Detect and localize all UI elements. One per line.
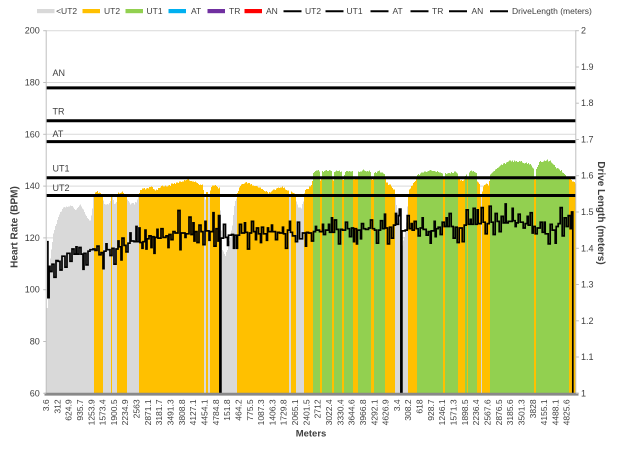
svg-text:4155.1: 4155.1 — [539, 399, 549, 425]
svg-text:1898.5: 1898.5 — [460, 399, 470, 425]
svg-text:1.7: 1.7 — [581, 135, 594, 145]
svg-text:1.8: 1.8 — [581, 98, 594, 108]
svg-text:140: 140 — [25, 181, 40, 191]
svg-text:312: 312 — [52, 399, 62, 413]
svg-text:4784.8: 4784.8 — [211, 399, 221, 425]
svg-text:3330.4: 3330.4 — [335, 399, 345, 425]
svg-text:4488.1: 4488.1 — [550, 399, 560, 425]
svg-text:80: 80 — [30, 337, 40, 347]
svg-text:AN: AN — [472, 6, 484, 16]
svg-text:160: 160 — [25, 129, 40, 139]
svg-text:DriveLength (meters): DriveLength (meters) — [512, 6, 592, 16]
svg-text:1246.1: 1246.1 — [437, 399, 447, 425]
svg-text:1.4: 1.4 — [581, 243, 594, 253]
svg-text:1729.8: 1729.8 — [279, 399, 289, 425]
svg-text:775.5: 775.5 — [245, 399, 255, 421]
svg-text:151.8: 151.8 — [222, 399, 232, 421]
svg-text:UT1: UT1 — [53, 164, 70, 174]
svg-text:3501.3: 3501.3 — [516, 399, 526, 425]
svg-text:4825.6: 4825.6 — [562, 399, 572, 425]
svg-text:3181.7: 3181.7 — [154, 399, 164, 425]
svg-text:1087.3: 1087.3 — [256, 399, 266, 425]
svg-text:3966.8: 3966.8 — [358, 399, 368, 425]
svg-text:935.7: 935.7 — [75, 399, 85, 421]
svg-text:120: 120 — [25, 233, 40, 243]
svg-text:TR: TR — [53, 107, 65, 117]
svg-text:100: 100 — [25, 285, 40, 295]
svg-text:1253.9: 1253.9 — [86, 399, 96, 425]
svg-text:AT: AT — [53, 129, 64, 139]
svg-text:2401.5: 2401.5 — [301, 399, 311, 425]
svg-text:2065.1: 2065.1 — [290, 399, 300, 425]
svg-text:4626.9: 4626.9 — [381, 399, 391, 425]
svg-text:4127.1: 4127.1 — [188, 399, 198, 425]
svg-text:2871.1: 2871.1 — [143, 399, 153, 425]
svg-text:UT2: UT2 — [53, 183, 70, 193]
svg-text:3491.3: 3491.3 — [166, 399, 176, 425]
svg-text:2563: 2563 — [132, 399, 142, 418]
svg-text:2236.4: 2236.4 — [471, 399, 481, 425]
svg-text:1571.3: 1571.3 — [449, 399, 459, 425]
svg-text:1.2: 1.2 — [581, 316, 594, 326]
svg-text:2876.5: 2876.5 — [494, 399, 504, 425]
svg-text:2712: 2712 — [313, 399, 323, 418]
svg-text:UT2: UT2 — [305, 6, 321, 16]
svg-text:UT1: UT1 — [147, 6, 163, 16]
svg-text:1.5: 1.5 — [581, 207, 594, 217]
svg-text:1: 1 — [581, 388, 586, 398]
svg-text:2234.9: 2234.9 — [120, 399, 130, 425]
svg-text:Drive Length (meters): Drive Length (meters) — [595, 161, 606, 264]
svg-text:464.2: 464.2 — [233, 399, 243, 421]
svg-text:618: 618 — [415, 399, 425, 413]
svg-text:1900.5: 1900.5 — [109, 399, 119, 425]
svg-text:4292.1: 4292.1 — [369, 399, 379, 425]
svg-text:928.7: 928.7 — [426, 399, 436, 421]
svg-text:624.9: 624.9 — [64, 399, 74, 421]
svg-text:1406.3: 1406.3 — [267, 399, 277, 425]
svg-text:308.2: 308.2 — [403, 399, 413, 421]
svg-text:3644.6: 3644.6 — [347, 399, 357, 425]
svg-text:1.3: 1.3 — [581, 280, 594, 290]
svg-text:AT: AT — [191, 6, 201, 16]
svg-text:3808.8: 3808.8 — [177, 399, 187, 425]
svg-text:60: 60 — [30, 388, 40, 398]
svg-text:200: 200 — [25, 26, 40, 36]
svg-text:3828: 3828 — [528, 399, 538, 418]
svg-text:AN: AN — [53, 68, 66, 78]
svg-text:3022.4: 3022.4 — [324, 399, 334, 425]
svg-text:2: 2 — [581, 26, 586, 36]
svg-text:3.4: 3.4 — [392, 399, 402, 411]
svg-text:UT2: UT2 — [104, 6, 120, 16]
svg-text:2567.6: 2567.6 — [483, 399, 493, 425]
svg-text:AN: AN — [266, 6, 278, 16]
svg-text:3.6: 3.6 — [41, 399, 51, 411]
svg-text:3185.6: 3185.6 — [505, 399, 515, 425]
svg-text:1.6: 1.6 — [581, 171, 594, 181]
svg-text:1.9: 1.9 — [581, 62, 594, 72]
svg-text:TR: TR — [229, 6, 240, 16]
svg-text:1573.4: 1573.4 — [98, 399, 108, 425]
svg-text:TR: TR — [432, 6, 443, 16]
svg-text:180: 180 — [25, 78, 40, 88]
svg-text:Heart Rate (BPM): Heart Rate (BPM) — [10, 186, 21, 268]
svg-text:AT: AT — [393, 6, 403, 16]
svg-text:1.1: 1.1 — [581, 352, 594, 362]
svg-text:UT1: UT1 — [347, 6, 363, 16]
svg-text:4454.1: 4454.1 — [200, 399, 210, 425]
svg-text:<UT2: <UT2 — [56, 6, 77, 16]
svg-text:Meters: Meters — [296, 429, 327, 440]
